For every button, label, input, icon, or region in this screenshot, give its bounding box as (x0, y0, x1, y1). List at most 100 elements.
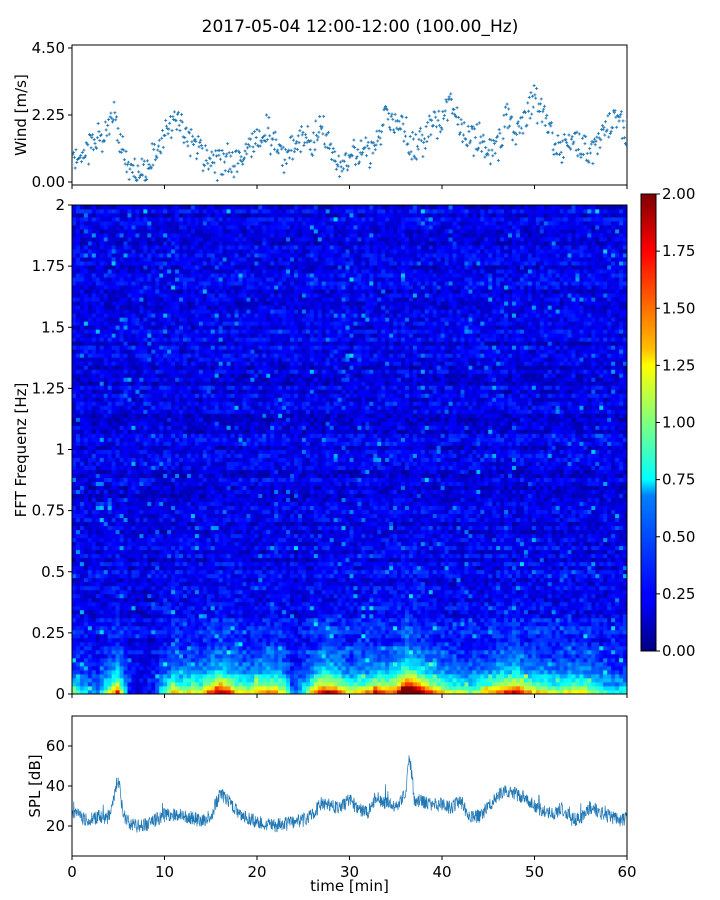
spectrogram-cell (128, 614, 132, 618)
spectrogram-cell (124, 241, 128, 245)
spectrogram-cell (171, 437, 175, 441)
spectrogram-cell (76, 433, 80, 437)
spectrogram-cell (191, 353, 195, 357)
spectrogram-cell (207, 606, 211, 610)
spectrogram-cell (195, 277, 199, 281)
spectrogram-cell (163, 686, 167, 690)
spectrogram-cell (171, 417, 175, 421)
spectrogram-cell (100, 429, 104, 433)
spectrogram-cell (195, 369, 199, 373)
spectrogram-cell (124, 437, 128, 441)
spectrogram-cell (100, 654, 104, 658)
spectrogram-cell (183, 365, 187, 369)
spectrogram-cell (199, 610, 203, 614)
spectrogram-cell (183, 470, 187, 474)
spectrogram-cell (175, 229, 179, 233)
spectrogram-cell (128, 622, 132, 626)
spectrogram-cell (179, 389, 183, 393)
spectrogram-cell (183, 498, 187, 502)
spectrogram-cell (151, 574, 155, 578)
spectrogram-cell (135, 261, 139, 265)
spectrogram-cell (151, 626, 155, 630)
spectrogram-cell (191, 249, 195, 253)
spectrogram-cell (104, 582, 108, 586)
spectrogram-cell (128, 494, 132, 498)
spectrogram-cell (72, 357, 76, 361)
spectrogram-cell (171, 554, 175, 558)
spectrogram-cell (96, 313, 100, 317)
spectrogram-cell (187, 273, 191, 277)
spectrogram-cell (108, 546, 112, 550)
spectrogram-cell (207, 409, 211, 413)
spectrogram-cell (100, 462, 104, 466)
spectrogram-cell (80, 474, 84, 478)
spectrogram-cell (131, 494, 135, 498)
spectrogram-cell (100, 622, 104, 626)
spectrogram-cell (159, 261, 163, 265)
spectrogram-cell (143, 213, 147, 217)
wind-point (178, 129, 181, 132)
spectrogram-cell (92, 213, 96, 217)
spectrogram-cell (179, 534, 183, 538)
wind-point (146, 159, 149, 162)
spectrogram-cell (116, 450, 120, 454)
spectrogram-cell (179, 518, 183, 522)
spectrogram-cell (191, 297, 195, 301)
spectrogram-cell (187, 654, 191, 658)
spectrogram-cell (108, 470, 112, 474)
spectrogram-cell (183, 209, 187, 213)
spectrogram-cell (147, 333, 151, 337)
spectrogram-cell (183, 413, 187, 417)
spectrogram-cell (108, 550, 112, 554)
wind-point (365, 154, 368, 157)
spectrogram-cell (72, 618, 76, 622)
spectrogram-cell (203, 502, 207, 506)
wind-point (552, 148, 555, 151)
spectrogram-cell (100, 502, 104, 506)
spectrogram-cell (179, 654, 183, 658)
spectrogram-cell (116, 289, 120, 293)
spectrogram-cell (104, 305, 108, 309)
spectrogram-cell (112, 534, 116, 538)
spectrogram-cell (80, 349, 84, 353)
spectrogram-cell (84, 498, 88, 502)
spectrogram-cell (88, 389, 92, 393)
spectrogram-cell (112, 301, 116, 305)
spectrogram-cell (183, 546, 187, 550)
spectrogram-cell (88, 494, 92, 498)
spectrogram-cell (143, 337, 147, 341)
spectrogram-cell (143, 289, 147, 293)
spectrogram-cell (155, 321, 159, 325)
spectrogram-cell (131, 381, 135, 385)
spectrogram-cell (108, 305, 112, 309)
spectrogram-cell (96, 309, 100, 313)
spectrogram-cell (131, 357, 135, 361)
spectrogram-cell (167, 333, 171, 337)
spectrogram-cell (108, 273, 112, 277)
spectrogram-cell (72, 445, 76, 449)
spectrogram-cell (80, 225, 84, 229)
wind-point (474, 136, 477, 139)
spectrogram-cell (147, 506, 151, 510)
spectrogram-cell (84, 486, 88, 490)
spectrogram-cell (80, 478, 84, 482)
spectrogram-cell (151, 301, 155, 305)
spectrogram-cell (191, 666, 195, 670)
spectrogram-cell (207, 458, 211, 462)
spectrogram-cell (203, 301, 207, 305)
wind-point (334, 160, 337, 163)
spectrogram-cell (183, 534, 187, 538)
spectrogram-cell (175, 658, 179, 662)
spectrogram-cell (72, 333, 76, 337)
spectrogram-cell (211, 682, 215, 686)
spectrogram-cell (159, 381, 163, 385)
spectrogram-cell (76, 281, 80, 285)
spectrogram-cell (88, 522, 92, 526)
spectrogram-cell (116, 590, 120, 594)
spectrogram-cell (135, 670, 139, 674)
spectrogram-cell (171, 289, 175, 293)
spectrogram-cell (112, 393, 116, 397)
spectrogram-cell (104, 213, 108, 217)
spectrogram-cell (147, 594, 151, 598)
spectrogram-cell (199, 261, 203, 265)
